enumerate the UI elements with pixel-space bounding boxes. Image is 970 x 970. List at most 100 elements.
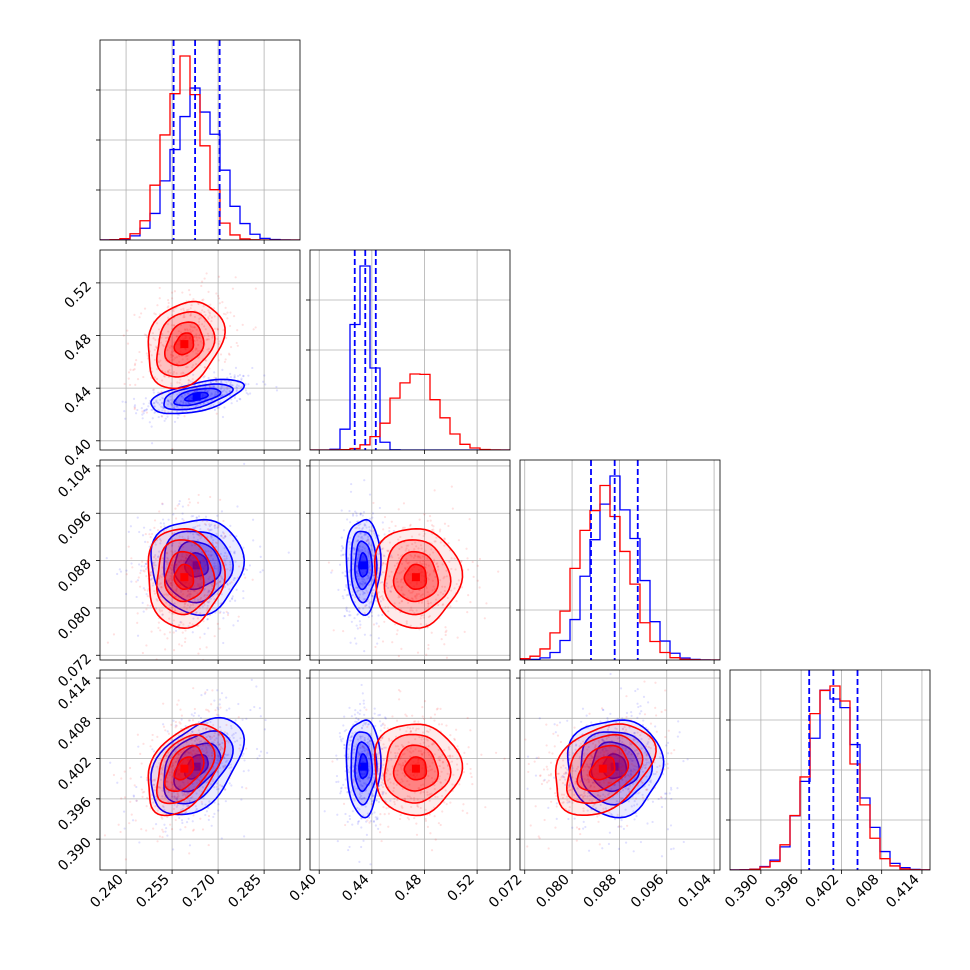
scatter-point xyxy=(348,817,352,821)
scatter-point xyxy=(153,376,157,379)
scatter-point xyxy=(231,595,234,598)
scatter-point xyxy=(171,354,174,357)
scatter-point xyxy=(165,601,168,604)
scatter-point xyxy=(350,620,353,623)
scatter-point xyxy=(143,333,146,336)
scatter-point xyxy=(204,515,208,518)
scatter-point xyxy=(148,533,151,536)
scatter-point xyxy=(203,692,207,695)
scatter-point xyxy=(186,354,189,357)
scatter-point xyxy=(386,727,389,730)
scatter-point xyxy=(157,805,160,808)
scatter-point xyxy=(362,607,365,610)
scatter-point xyxy=(624,749,627,752)
scatter-point xyxy=(161,817,164,820)
scatter-point xyxy=(185,557,188,560)
scatter-point xyxy=(356,586,359,590)
scatter-point xyxy=(660,855,664,858)
scatter-point xyxy=(198,337,201,340)
scatter-point xyxy=(439,781,442,784)
scatter-point xyxy=(417,720,420,723)
scatter-point xyxy=(388,739,391,742)
scatter-point xyxy=(660,805,664,809)
scatter-point xyxy=(189,331,192,334)
scatter-point xyxy=(365,533,368,536)
scatter-point xyxy=(150,630,153,633)
scatter-point xyxy=(397,655,400,658)
scatter-point xyxy=(231,384,234,387)
scatter-point xyxy=(359,532,362,535)
scatter-point xyxy=(577,738,580,742)
scatter-point xyxy=(161,333,164,336)
scatter-point xyxy=(203,325,206,328)
scatter-point xyxy=(156,809,159,812)
scatter-point xyxy=(165,593,168,596)
scatter-point xyxy=(172,719,175,722)
scatter-point xyxy=(421,706,424,709)
scatter-point xyxy=(142,587,145,590)
scatter-point xyxy=(129,800,132,803)
scatter-point xyxy=(185,366,188,369)
scatter-point xyxy=(359,512,362,515)
scatter-point xyxy=(181,529,184,533)
scatter-point xyxy=(397,508,400,511)
scatter-point xyxy=(355,720,359,724)
scatter-point xyxy=(358,764,362,767)
scatter-point xyxy=(348,845,351,849)
scatter-point xyxy=(158,576,161,579)
scatter-point xyxy=(175,757,178,760)
scatter-point xyxy=(354,526,357,530)
scatter-point xyxy=(373,712,376,715)
scatter-point xyxy=(410,805,413,809)
scatter-point xyxy=(206,765,209,768)
scatter-point xyxy=(191,719,195,722)
scatter-point xyxy=(141,560,144,563)
scatter-point xyxy=(446,596,449,600)
scatter-point xyxy=(188,621,191,625)
scatter-point xyxy=(399,814,402,817)
scatter-point xyxy=(170,765,173,769)
scatter-point xyxy=(583,794,587,797)
scatter-point xyxy=(123,770,126,773)
scatter-point xyxy=(413,791,416,794)
scatter-point xyxy=(356,822,360,825)
scatter-point xyxy=(169,574,172,578)
scatter-point xyxy=(344,778,347,781)
scatter-point xyxy=(639,840,643,844)
scatter-point xyxy=(243,835,246,838)
scatter-point xyxy=(213,408,217,411)
scatter-point xyxy=(206,604,209,607)
scatter-point xyxy=(226,376,229,379)
scatter-point xyxy=(352,723,355,726)
scatter-point xyxy=(218,766,221,770)
scatter-point xyxy=(364,749,367,752)
scatter-point xyxy=(427,774,430,778)
scatter-point xyxy=(686,758,689,761)
scatter-point xyxy=(367,776,370,779)
scatter-point xyxy=(166,751,169,755)
scatter-point xyxy=(407,562,410,565)
scatter-point xyxy=(455,600,458,603)
scatter-point xyxy=(469,729,472,732)
scatter-point xyxy=(245,787,248,790)
scatter-point xyxy=(433,489,436,492)
scatter-point xyxy=(187,804,190,808)
scatter-point xyxy=(395,577,398,580)
scatter-point xyxy=(167,299,170,302)
scatter-point xyxy=(590,754,593,757)
scatter-point xyxy=(155,799,158,802)
scatter-point xyxy=(630,714,633,717)
scatter-point xyxy=(568,758,571,762)
scatter-point xyxy=(421,715,424,718)
scatter-point xyxy=(158,785,161,789)
scatter-point xyxy=(437,757,440,760)
scatter-point xyxy=(447,746,450,749)
scatter-point xyxy=(372,820,376,823)
scatter-point xyxy=(339,792,342,795)
scatter-point xyxy=(410,751,413,754)
scatter-point xyxy=(229,560,232,564)
scatter-point xyxy=(195,601,198,604)
scatter-point xyxy=(148,402,151,405)
scatter-point xyxy=(478,557,482,561)
scatter-point xyxy=(642,764,645,767)
